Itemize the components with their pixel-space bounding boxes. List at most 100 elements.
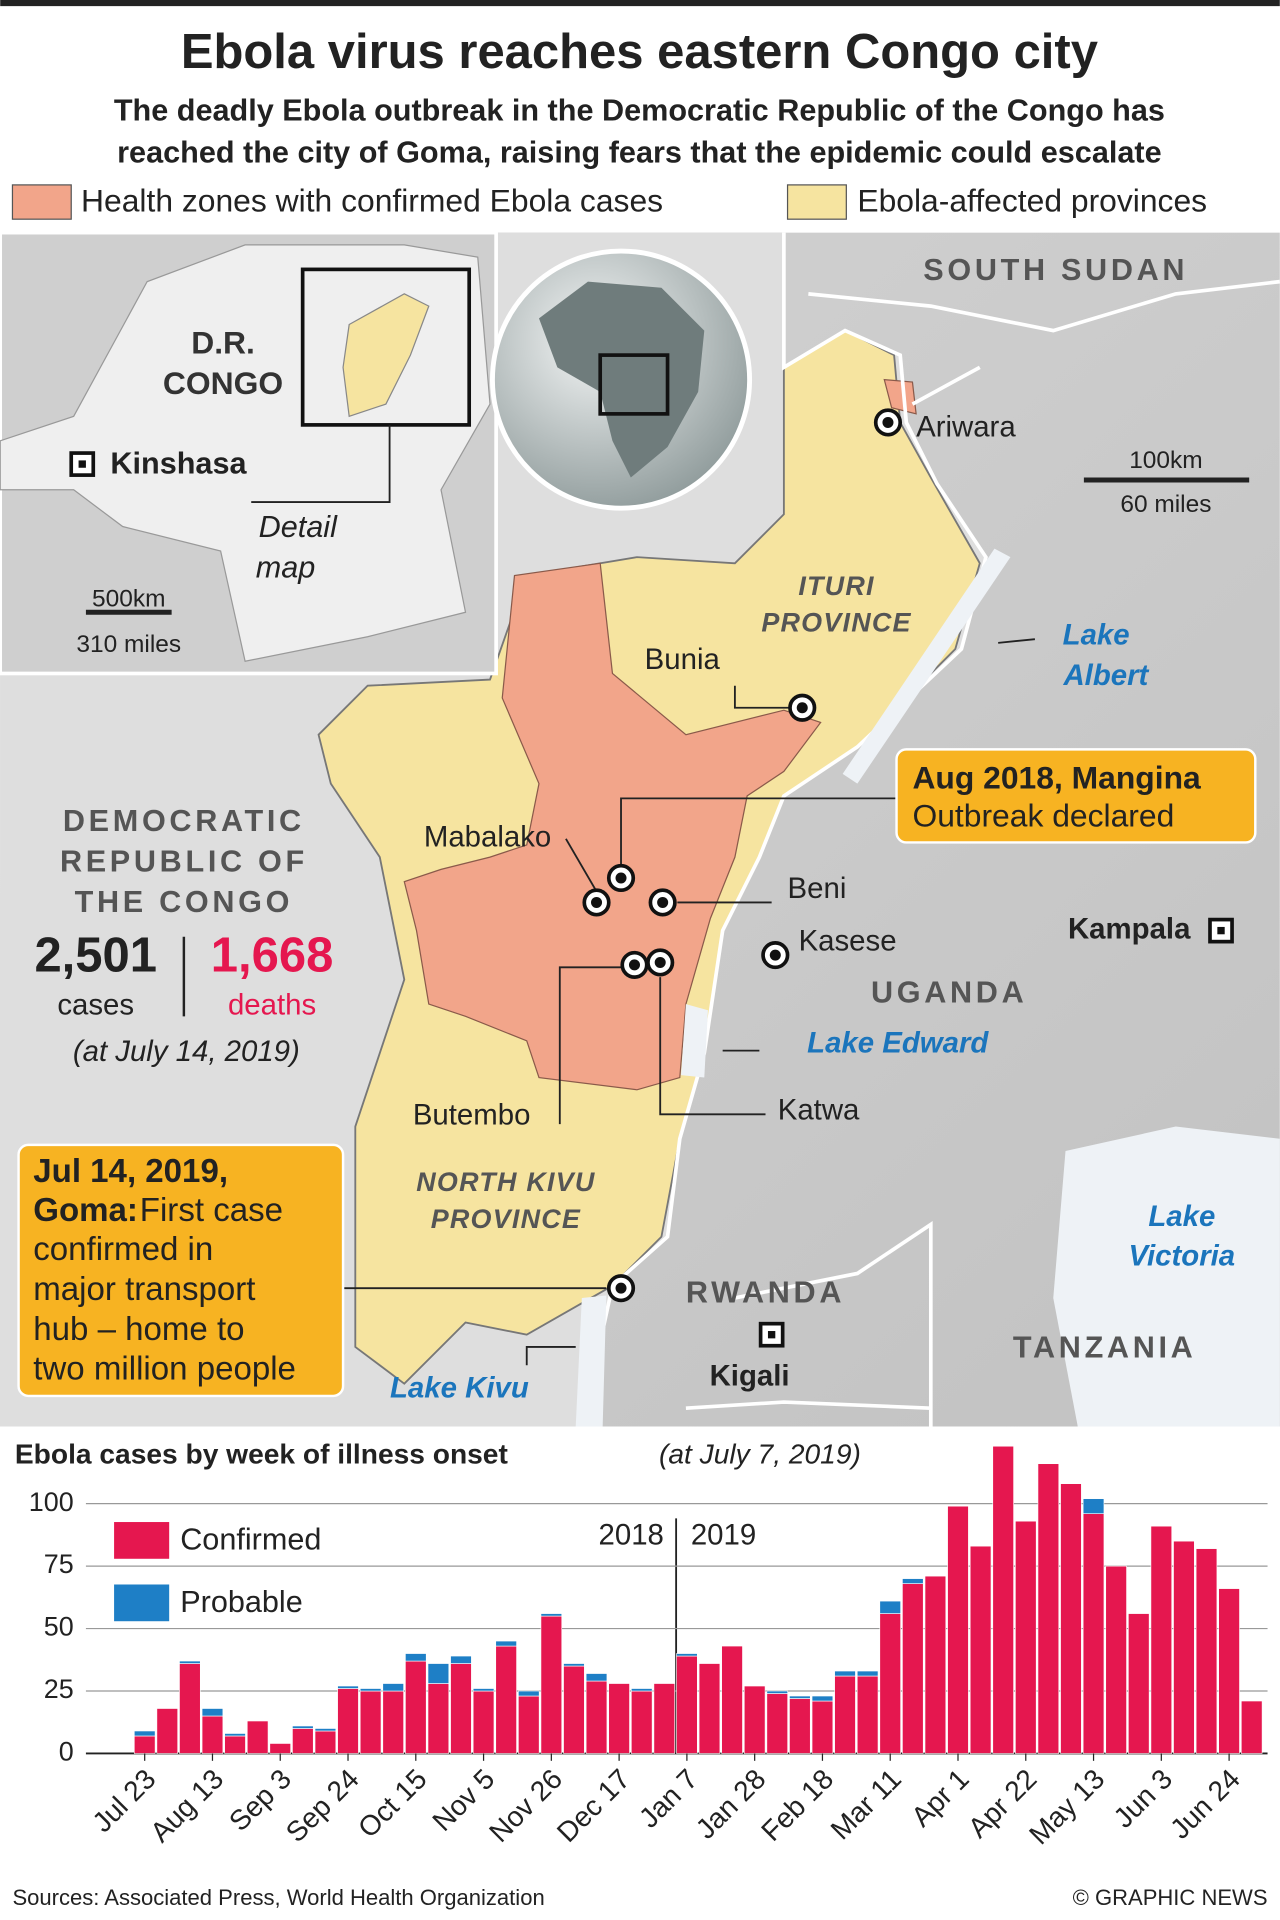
city-marker-dot (882, 416, 894, 428)
label: Kasese (799, 925, 897, 958)
label: Ebola virus reaches eastern Congo city (181, 25, 1098, 79)
label: two million people (33, 1351, 296, 1388)
label: PROVINCE (431, 1204, 581, 1234)
label: Katwa (778, 1094, 860, 1127)
bar-segment (179, 1663, 201, 1754)
bar-segment (133, 1730, 156, 1737)
bar-segment (608, 1683, 630, 1754)
label: Ebola cases by week of illness onset (15, 1438, 509, 1469)
bar-segment (676, 1653, 698, 1657)
bar-segment (472, 1688, 495, 1692)
bar-segment (337, 1688, 359, 1754)
label: deaths (228, 988, 316, 1021)
city-marker-dot (615, 872, 627, 884)
bar-segment (676, 1655, 698, 1754)
y-tick-label: 50 (44, 1612, 74, 1642)
bar-segment (1082, 1513, 1105, 1754)
label: REPUBLIC OF (60, 844, 308, 878)
bar-segment (1037, 1463, 1060, 1754)
label: Victoria (1129, 1239, 1236, 1272)
bar-segment (563, 1665, 585, 1754)
city-marker-dot (615, 1282, 627, 1294)
bar-segment (133, 1735, 156, 1754)
label: 1,668 (211, 929, 334, 983)
label: Lake (1063, 619, 1130, 652)
label: major transport (33, 1271, 255, 1308)
lake-victoria (1053, 1126, 1280, 1427)
bar-segment (924, 1575, 947, 1754)
label: Sources: Associated Press, World Health … (12, 1885, 544, 1910)
label: (at July 14, 2019) (73, 1035, 300, 1068)
bar-segment (1240, 1700, 1263, 1754)
label: TANZANIA (1013, 1330, 1197, 1364)
y-tick-label: 100 (29, 1487, 74, 1517)
label: NORTH KIVU (416, 1167, 595, 1197)
city-marker-dot (591, 896, 603, 908)
y-tick-label: 75 (44, 1549, 74, 1579)
bar-segment (947, 1505, 969, 1754)
bar-segment (450, 1663, 472, 1754)
bar-segment (1173, 1540, 1195, 1754)
label: ITURI (798, 571, 874, 601)
city-marker-dot (628, 959, 640, 971)
label: Probable (180, 1585, 303, 1619)
lake-albert (842, 548, 1011, 784)
bar-segment (540, 1615, 563, 1754)
city-marker-dot (769, 949, 781, 961)
map (0, 230, 1280, 1427)
bar-segment (563, 1663, 585, 1667)
bar-segment (495, 1645, 517, 1754)
bar-segment (495, 1640, 517, 1647)
bar-segment (902, 1578, 924, 1584)
label: UGANDA (871, 975, 1027, 1009)
label: Outbreak declared (912, 797, 1174, 833)
lake-kivu (575, 1295, 607, 1427)
label: hub – home to (33, 1311, 244, 1348)
bar-segment (698, 1663, 721, 1754)
bar-segment (1082, 1498, 1105, 1514)
lake-edward (681, 1004, 708, 1078)
bar-segment (1150, 1525, 1173, 1754)
bar-segment (314, 1730, 337, 1754)
bar-segment (856, 1675, 879, 1754)
label: cases (57, 988, 134, 1021)
label: Mabalako (424, 821, 551, 854)
label: Kinshasa (110, 446, 247, 480)
bar-segment (1015, 1520, 1037, 1754)
capital-marker-dot (1217, 926, 1225, 935)
globe (490, 248, 753, 511)
bar-segment (518, 1695, 540, 1754)
top-rule (0, 0, 1280, 7)
label: 2,501 (34, 929, 157, 983)
label: Kampala (1068, 912, 1191, 945)
city-markers (582, 408, 1234, 1348)
bar-segment (224, 1735, 246, 1754)
legend-swatch (114, 1522, 170, 1559)
border-drc (580, 232, 988, 1427)
legend-swatch (114, 1584, 170, 1622)
label: PROVINCE (761, 608, 911, 638)
city-marker-dot (796, 702, 808, 714)
bar-segment (1060, 1483, 1082, 1754)
bar-segment (834, 1670, 856, 1677)
bar-segment (902, 1583, 924, 1754)
bar-segment (879, 1613, 901, 1754)
label: Detail (259, 510, 338, 544)
label: DEMOCRATIC (63, 804, 305, 838)
bar-segment (201, 1715, 224, 1754)
label: Health zones with confirmed Ebola cases (81, 183, 663, 219)
label: Lake Edward (807, 1026, 989, 1059)
bar-segment (1218, 1588, 1240, 1754)
label: The deadly Ebola outbreak in the Democra… (114, 94, 1165, 128)
bar-segment (405, 1660, 427, 1754)
legend-swatch-provinces (786, 184, 847, 220)
legend-swatch-zones (11, 184, 72, 220)
label: 100km (1129, 447, 1202, 474)
label: Beni (788, 872, 847, 905)
bar-segment (766, 1693, 788, 1754)
label: SOUTH SUDAN (923, 253, 1188, 287)
label: © GRAPHIC NEWS (1073, 1885, 1268, 1910)
label: reached the city of Goma, raising fears … (117, 135, 1161, 169)
